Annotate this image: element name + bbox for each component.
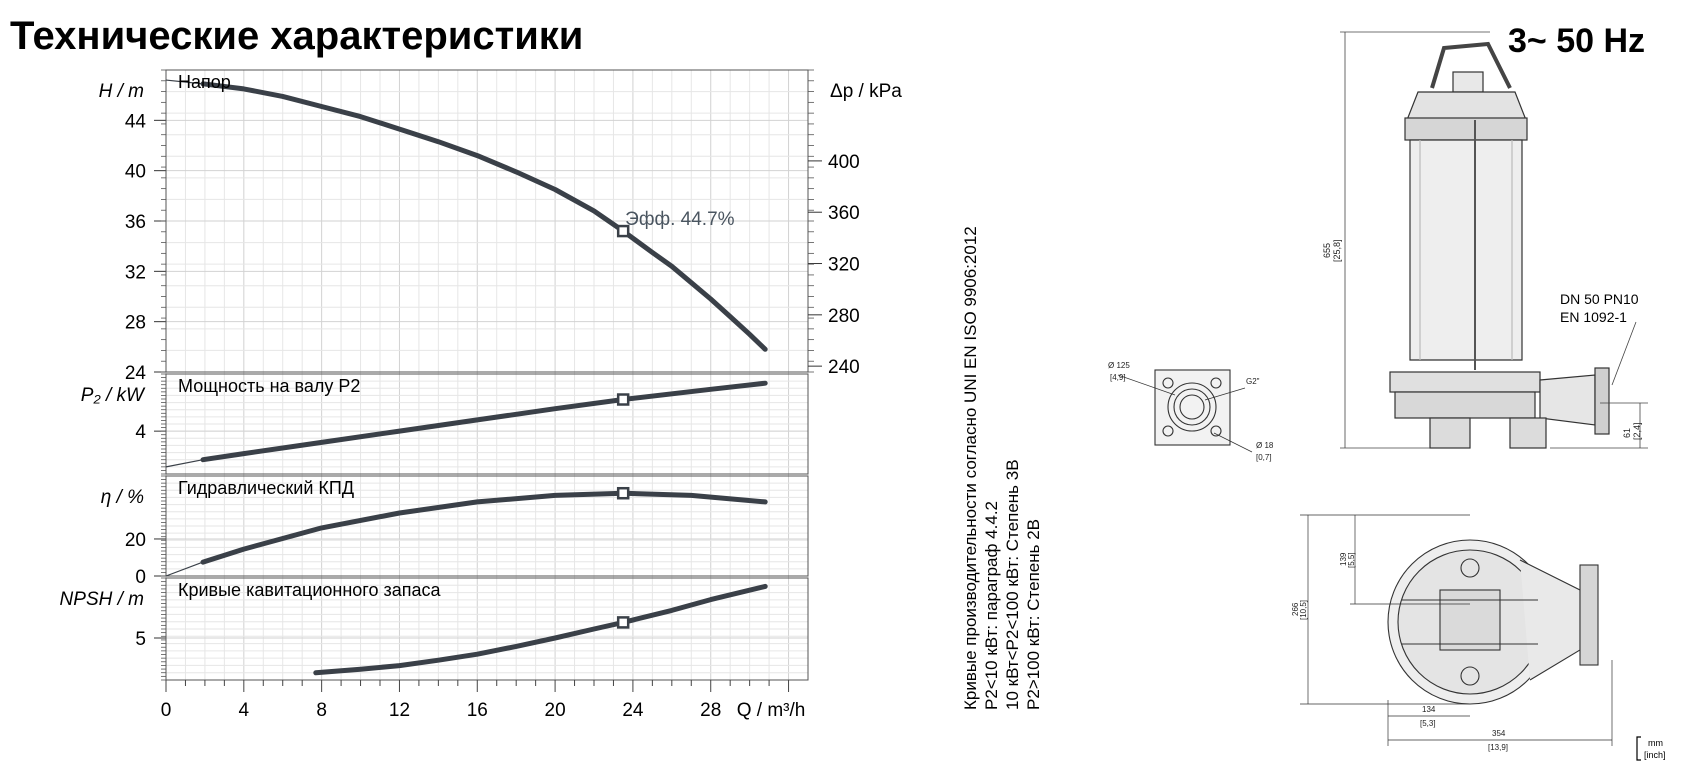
y-tick-label: 20 xyxy=(125,530,146,551)
operating-point-marker xyxy=(616,393,630,406)
y-tick-label: 4 xyxy=(135,422,146,443)
side-note-line3: 10 кВт<P2<100 кВт: Степень 3B xyxy=(1003,459,1022,710)
chart-axes xyxy=(154,69,822,692)
y-tick-label: 44 xyxy=(125,111,147,132)
y-tick-label: 40 xyxy=(125,162,146,183)
y-right-tick-label: 240 xyxy=(828,357,860,378)
panel-section-label: Напор xyxy=(178,72,231,92)
chart-curves xyxy=(165,79,768,676)
x-tick-label: 24 xyxy=(622,700,644,721)
pump-top-view xyxy=(1300,514,1613,746)
x-tick-label: 20 xyxy=(545,700,566,721)
pump-side-view xyxy=(1340,31,1648,449)
y-axis-label: P₂ / kW xyxy=(81,385,146,406)
panel-section-label: Мощность на валу P2 xyxy=(178,376,360,396)
x-axis-label: Q / m³/h xyxy=(737,700,806,721)
dim-134: 134 xyxy=(1422,705,1436,714)
page-title: Технические характеристики xyxy=(10,14,584,58)
dim-139-inch: [5,5] xyxy=(1347,552,1356,568)
flange-note-dn: DN 50 PN10 xyxy=(1560,291,1639,307)
dim-354-inch: [13,9] xyxy=(1488,743,1508,752)
efficiency-label: Эфф. 44.7% xyxy=(625,209,734,230)
dim-134-inch: [5,3] xyxy=(1420,719,1436,728)
x-tick-label: 28 xyxy=(700,700,721,721)
dim-266-inch: [10,5] xyxy=(1299,600,1308,620)
panel-frame xyxy=(165,373,809,475)
units-inch: [inch] xyxy=(1644,750,1666,760)
x-tick-label: 16 xyxy=(467,700,488,721)
y-right-axis-label: Δp / kPa xyxy=(830,81,902,102)
side-note-line2: P2<10 кВт: параграф 4.4.2 xyxy=(982,501,1001,710)
curve-series-3 xyxy=(200,490,768,565)
dim-d125-inch: [4,9] xyxy=(1110,373,1126,382)
frequency-label: 3~ 50 Hz xyxy=(1508,22,1646,60)
flange-detail-view xyxy=(1117,369,1253,453)
operating-point-marker xyxy=(616,486,630,500)
dim-139: 139 xyxy=(1339,552,1348,566)
dim-61-inch: [2,4] xyxy=(1632,422,1642,440)
y-right-tick-label: 400 xyxy=(828,152,860,173)
x-tick-label: 12 xyxy=(389,700,410,721)
curve-series-2 xyxy=(200,380,768,463)
x-tick-label: 4 xyxy=(239,700,250,721)
y-tick-label: 24 xyxy=(125,363,147,384)
panel-frame xyxy=(165,475,809,577)
y-right-tick-label: 360 xyxy=(828,203,860,224)
curve-lead-line xyxy=(165,459,204,468)
dim-g2: G2" xyxy=(1246,377,1260,386)
dim-d18-inch: [0,7] xyxy=(1256,453,1272,462)
units-mm: mm xyxy=(1648,738,1663,748)
dim-266: 266 xyxy=(1291,602,1300,616)
curve-series-1 xyxy=(200,81,768,352)
panel-frame xyxy=(165,577,809,681)
y-axis-label: H / m xyxy=(99,81,144,102)
flange-note-en: EN 1092-1 xyxy=(1560,309,1627,325)
curve-series-4 xyxy=(313,583,768,676)
y-tick-label: 36 xyxy=(125,212,146,233)
curve-lead-line xyxy=(165,561,204,577)
operating-point-marker xyxy=(616,616,630,629)
side-note-line4: P2>100 кВт: Степень 2B xyxy=(1024,519,1043,710)
dim-d18: Ø 18 xyxy=(1256,441,1274,450)
dim-d125: Ø 125 xyxy=(1108,361,1130,370)
y-axis-label: η / % xyxy=(101,487,144,508)
y-tick-label: 5 xyxy=(135,629,146,650)
curve-lead-line xyxy=(165,79,204,85)
y-tick-label: 28 xyxy=(125,313,146,334)
dim-655-inch: [25,8] xyxy=(1332,239,1342,262)
y-tick-label: 0 xyxy=(135,567,146,588)
dim-655: 655 xyxy=(1322,243,1332,258)
panel-section-label: Кривые кавитационного запаса xyxy=(178,580,441,600)
side-note-line1: Кривые производительности согласно UNI E… xyxy=(961,226,980,710)
y-right-tick-label: 280 xyxy=(828,306,860,327)
dim-61: 61 xyxy=(1622,428,1632,438)
operating-point-marker xyxy=(616,224,630,238)
y-tick-label: 32 xyxy=(125,262,146,283)
x-tick-label: 0 xyxy=(161,700,172,721)
panel-section-label: Гидравлический КПД xyxy=(178,478,354,498)
y-right-tick-label: 320 xyxy=(828,255,860,276)
dim-354: 354 xyxy=(1492,729,1506,738)
x-tick-label: 8 xyxy=(316,700,327,721)
y-axis-label: NPSH / m xyxy=(60,589,144,610)
